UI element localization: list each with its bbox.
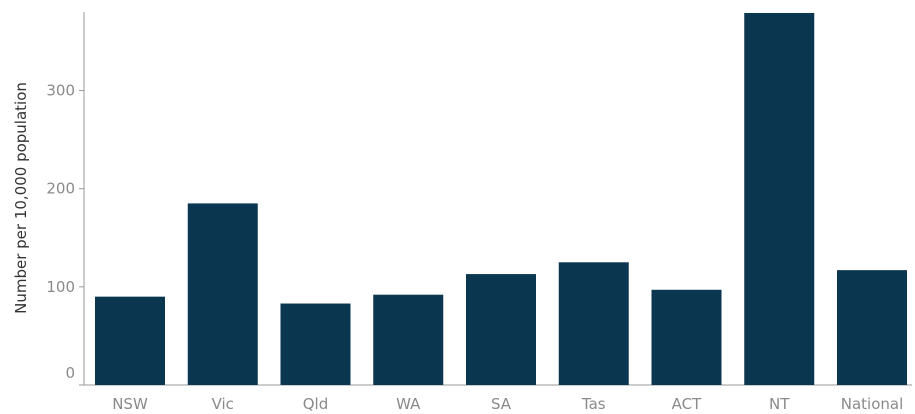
y-tick-label: 0 [65, 364, 75, 382]
bar-nsw[interactable] [95, 296, 165, 385]
x-tick-label-wa: WA [396, 395, 421, 413]
bar-nt[interactable] [744, 12, 815, 386]
y-tick-label: 100 [46, 278, 75, 296]
x-tick-label-national: National [841, 395, 904, 413]
x-tick-label-vic: Vic [212, 395, 234, 413]
bar-sa[interactable] [466, 274, 536, 385]
bar-qld[interactable] [280, 303, 351, 385]
x-tick-label-nsw: NSW [112, 395, 148, 413]
x-tick-label-nt: NT [769, 395, 790, 413]
bar-national[interactable] [837, 270, 907, 385]
y-axis-label: Number per 10,000 population [12, 82, 30, 314]
y-tick-label: 300 [46, 82, 75, 100]
bar-tas[interactable] [558, 262, 629, 385]
bars [95, 12, 907, 386]
y-tick-label: 200 [46, 180, 75, 198]
bar-vic[interactable] [187, 203, 258, 385]
y-ticks: 0 100 200 300 [46, 82, 84, 386]
bar-wa[interactable] [373, 294, 444, 385]
x-tick-label-qld: Qld [303, 395, 329, 413]
x-tick-labels: NSW Vic Qld WA SA Tas ACT NT National [112, 395, 903, 413]
bar-act[interactable] [651, 289, 722, 385]
x-tick-label-tas: Tas [581, 395, 606, 413]
x-tick-label-sa: SA [491, 395, 512, 413]
x-tick-label-act: ACT [672, 395, 702, 413]
